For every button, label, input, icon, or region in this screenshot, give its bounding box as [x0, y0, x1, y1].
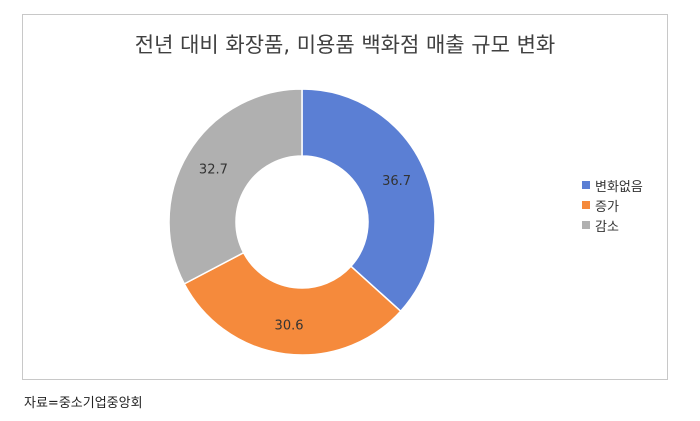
legend-swatch — [582, 201, 590, 209]
chart-title: 전년 대비 화장품, 미용품 백화점 매출 규모 변화 — [134, 33, 556, 57]
legend: 변화없음 증가 감소 — [582, 175, 643, 235]
donut-slice-0 — [301, 88, 436, 313]
donut-slice-1 — [183, 251, 402, 356]
legend-item-0: 변화없음 — [582, 175, 643, 195]
legend-swatch — [582, 181, 590, 189]
legend-item-2: 감소 — [582, 215, 643, 235]
source-note: 자료=중소기업중앙회 — [24, 396, 143, 411]
legend-label: 증가 — [595, 199, 619, 215]
legend-label: 변화없음 — [595, 179, 643, 195]
legend-label: 감소 — [595, 219, 619, 235]
donut-slice-2 — [168, 88, 303, 285]
data-label-0: 36.7 — [382, 174, 411, 189]
data-label-1: 30.6 — [275, 319, 304, 334]
legend-item-1: 증가 — [582, 195, 643, 215]
data-label-2: 32.7 — [199, 162, 228, 177]
legend-swatch — [582, 221, 590, 229]
